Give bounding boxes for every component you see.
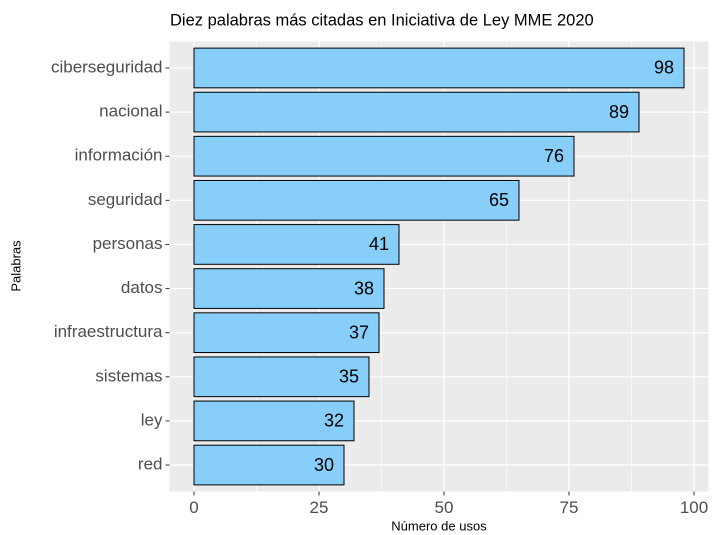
- y-tick-label: nacional: [99, 102, 162, 121]
- value-label: 98: [654, 58, 674, 78]
- y-tick-label: personas: [93, 234, 163, 253]
- chart-title: Diez palabras más citadas en Iniciativa …: [170, 11, 594, 29]
- y-tick-label: red: [138, 455, 163, 474]
- x-tick-label: 25: [310, 498, 329, 517]
- y-axis-label: Palabras: [8, 240, 23, 292]
- y-tick-label: sistemas: [95, 366, 162, 385]
- bar: [193, 179, 520, 221]
- x-tick-label: 0: [189, 498, 198, 517]
- y-tick-label: infraestructura: [54, 322, 163, 341]
- bar: [193, 312, 380, 354]
- value-label: 37: [349, 322, 369, 342]
- x-tick-label: 100: [680, 498, 708, 517]
- bar: [193, 91, 640, 133]
- x-tick-label: 50: [435, 498, 454, 517]
- value-label: 76: [544, 146, 564, 166]
- bar: [193, 400, 355, 442]
- value-label: 41: [369, 234, 389, 254]
- value-label: 38: [354, 278, 374, 298]
- y-tick-label: información: [75, 146, 163, 165]
- bar: [193, 135, 575, 177]
- value-label: 30: [314, 455, 334, 475]
- value-label: 65: [489, 190, 509, 210]
- x-axis-label: Número de usos: [391, 518, 487, 533]
- y-tick-label: ciberseguridad: [51, 57, 163, 76]
- y-tick-label: ley: [141, 410, 163, 429]
- x-tick-label: 75: [560, 498, 579, 517]
- value-label: 32: [324, 411, 344, 431]
- bar: [193, 444, 345, 486]
- y-tick-label: seguridad: [88, 190, 163, 209]
- value-label: 35: [339, 367, 359, 387]
- y-tick-label: datos: [121, 278, 163, 297]
- bar: [193, 356, 370, 398]
- bar: [193, 47, 685, 89]
- bar: [193, 268, 385, 309]
- bar: [193, 224, 400, 265]
- value-label: 89: [609, 102, 629, 122]
